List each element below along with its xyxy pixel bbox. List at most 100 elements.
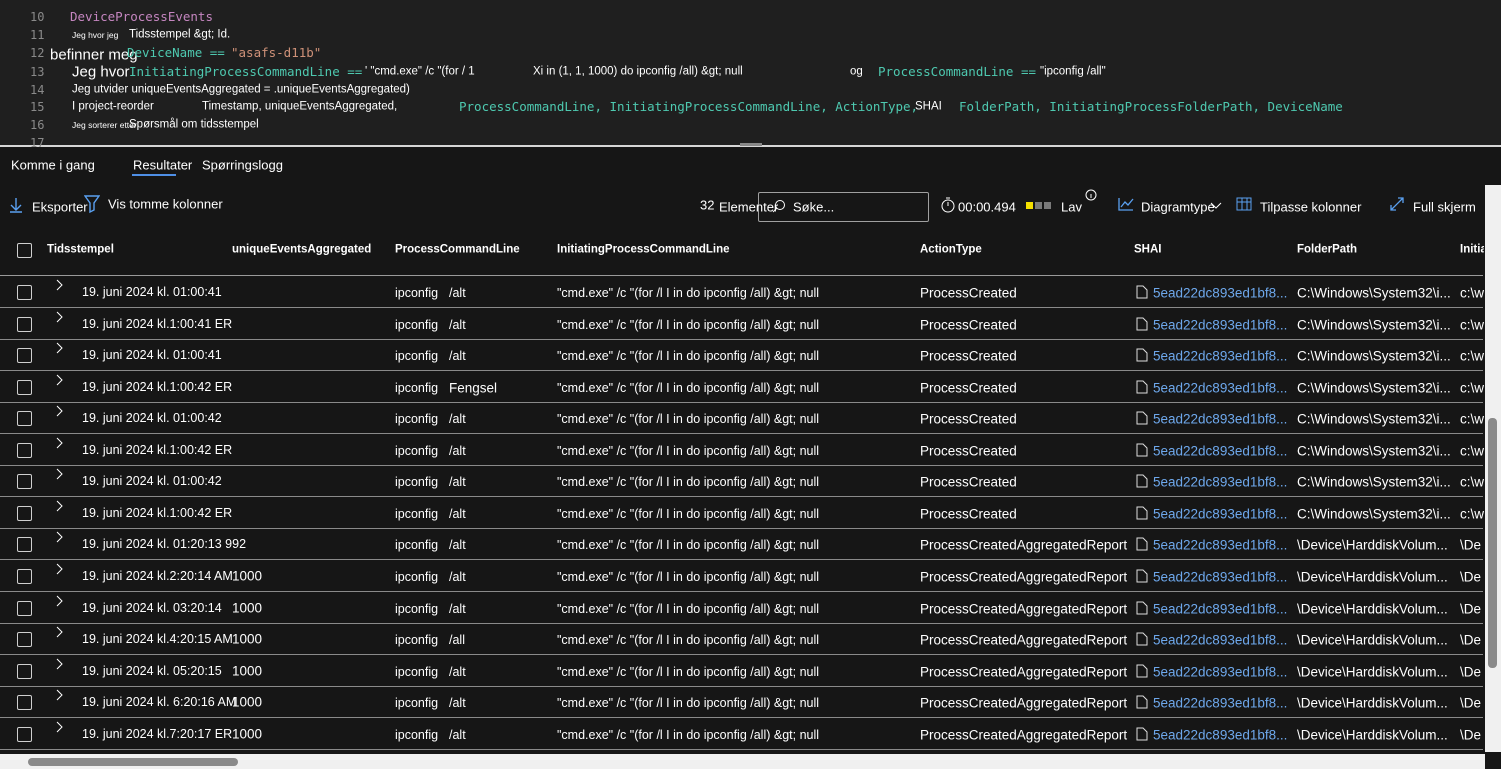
cell-arg: /alt [449, 317, 466, 332]
scroll-thumb[interactable] [28, 758, 238, 766]
cell-action: ProcessCreatedAggregatedReport [920, 537, 1128, 553]
horizontal-scrollbar[interactable] [0, 754, 1485, 769]
cell-sha[interactable]: 5ead22dc893ed1bf8... [1153, 569, 1288, 585]
expand-chevron[interactable] [55, 500, 63, 512]
code-segment: ' "cmd.exe" /c "(for / 1 [365, 65, 475, 78]
file-icon [1136, 632, 1148, 646]
file-icon [1136, 411, 1148, 425]
cell-sha[interactable]: 5ead22dc893ed1bf8... [1153, 316, 1288, 332]
toolbar-export[interactable]: Eksporter [32, 199, 88, 215]
cell-folder: C:\Windows\System32\i... [1297, 285, 1451, 301]
code-segment: InitiatingProcessCommandLine == [129, 63, 363, 79]
cell-sha[interactable]: 5ead22dc893ed1bf8... [1153, 632, 1288, 648]
column-header[interactable]: FolderPath [1297, 243, 1358, 256]
expand-chevron[interactable] [55, 311, 63, 323]
expand-chevron[interactable] [55, 468, 63, 480]
row-checkbox[interactable] [17, 632, 32, 648]
cell-more: \De [1460, 600, 1482, 616]
toolbar-count[interactable]: 32 [700, 197, 715, 213]
row-checkbox[interactable] [17, 411, 32, 427]
toolbar-duration[interactable]: 00:00.494 [958, 199, 1016, 215]
file-icon [1136, 380, 1148, 394]
cell-sha[interactable]: 5ead22dc893ed1bf8... [1153, 411, 1288, 427]
row-checkbox[interactable] [17, 474, 32, 490]
toolbar-count-label[interactable]: Elementer [719, 199, 779, 215]
row-checkbox[interactable] [17, 505, 32, 521]
cell-sha[interactable]: 5ead22dc893ed1bf8... [1153, 348, 1288, 364]
tab[interactable]: Resultater [133, 157, 193, 173]
toolbar-fullscreen[interactable]: Full skjerm [1413, 199, 1476, 215]
cell-sha[interactable]: 5ead22dc893ed1bf8... [1153, 506, 1288, 522]
column-header[interactable]: Initia [1460, 243, 1484, 256]
expand-chevron[interactable] [55, 658, 63, 670]
cell-sha[interactable]: 5ead22dc893ed1bf8... [1153, 726, 1288, 742]
cell-sha[interactable]: 5ead22dc893ed1bf8... [1153, 695, 1288, 711]
toolbar-customize[interactable]: Tilpasse kolonner [1260, 199, 1362, 215]
cell-ts: 19. juni 2024 kl. 05:20:15 [82, 663, 222, 678]
row-checkbox[interactable] [17, 663, 32, 679]
column-header[interactable]: Tidsstempel [47, 243, 114, 256]
column-header[interactable]: uniqueEventsAggregated [232, 243, 372, 256]
row-checkbox[interactable] [17, 568, 32, 584]
expand-chevron[interactable] [55, 405, 63, 417]
column-header[interactable]: ProcessCommandLine [395, 243, 520, 256]
row-checkbox[interactable] [17, 600, 32, 616]
cell-ts: 19. juni 2024 kl.7:20:17 ER [82, 726, 233, 741]
expand-chevron[interactable] [55, 437, 63, 449]
tab[interactable]: Spørringslogg [202, 157, 283, 173]
row-separator [0, 307, 1483, 308]
toolbar-show-empty[interactable]: Vis tomme kolonner [108, 196, 223, 212]
expand-chevron[interactable] [55, 626, 63, 638]
cell-icmd: "cmd.exe" /c "(for /l I in do ipconfig /… [557, 285, 820, 300]
cell-folder: C:\Windows\System32\i... [1297, 379, 1451, 395]
row-checkbox[interactable] [17, 537, 32, 553]
cell-action: ProcessCreated [920, 379, 1017, 395]
code-segment: DeviceName == [127, 44, 225, 60]
expand-chevron[interactable] [55, 342, 63, 354]
expand-chevron[interactable] [55, 374, 63, 386]
column-header[interactable]: ActionType [920, 243, 982, 256]
row-checkbox[interactable] [17, 726, 32, 742]
column-header[interactable]: SHAI [1134, 243, 1162, 256]
cell-action: ProcessCreatedAggregatedReport [920, 600, 1128, 616]
expand-chevron[interactable] [55, 689, 63, 701]
query-editor[interactable]: 10 DeviceProcessEvents 11 Jeg hvor jeg Tidss… [0, 0, 1501, 150]
cell-arg: /alt [449, 569, 466, 584]
expand-chevron[interactable] [55, 563, 63, 575]
toolbar-chart-type[interactable]: Diagramtype [1141, 199, 1215, 215]
toolbar-search[interactable]: Søke... [793, 199, 835, 215]
row-checkbox[interactable] [17, 695, 32, 711]
cell-sha[interactable]: 5ead22dc893ed1bf8... [1153, 443, 1288, 458]
cell-sha[interactable]: 5ead22dc893ed1bf8... [1153, 379, 1288, 395]
cell-cmd: ipconfig [395, 348, 439, 363]
tab[interactable]: Komme i gang [11, 157, 95, 173]
expand-chevron[interactable] [55, 531, 63, 543]
select-all-checkbox[interactable] [17, 243, 32, 258]
line-number: 15 [30, 100, 45, 114]
expand-chevron[interactable] [55, 721, 63, 733]
file-icon [1136, 537, 1148, 551]
column-header[interactable]: InitiatingProcessCommandLine [557, 243, 730, 256]
cell-arg: /alt [449, 411, 466, 426]
expand-chevron[interactable] [55, 595, 63, 607]
row-checkbox[interactable] [17, 316, 32, 332]
vertical-scrollbar[interactable] [1485, 185, 1501, 752]
cell-folder: \Device\HarddiskVolum... [1297, 632, 1448, 648]
cell-sha[interactable]: 5ead22dc893ed1bf8... [1153, 474, 1288, 490]
cell-sha[interactable]: 5ead22dc893ed1bf8... [1153, 600, 1288, 616]
cell-more: \De [1460, 632, 1482, 648]
cell-sha[interactable]: 5ead22dc893ed1bf8... [1153, 663, 1288, 679]
cell-sha[interactable]: 5ead22dc893ed1bf8... [1153, 285, 1288, 301]
toolbar-level[interactable]: Lav [1061, 199, 1082, 215]
line-number: 17 [30, 136, 45, 150]
search-box[interactable] [758, 192, 929, 222]
cell-sha[interactable]: 5ead22dc893ed1bf8... [1153, 537, 1288, 553]
code-segment: FolderPath, InitiatingProcessFolderPath,… [959, 98, 1343, 114]
row-checkbox[interactable] [17, 285, 32, 300]
row-checkbox[interactable] [17, 442, 32, 458]
row-checkbox[interactable] [17, 348, 32, 364]
expand-chevron[interactable] [55, 279, 63, 291]
scroll-thumb[interactable] [1488, 418, 1497, 668]
row-checkbox[interactable] [17, 379, 32, 395]
cell-arg: /alt [449, 727, 466, 742]
